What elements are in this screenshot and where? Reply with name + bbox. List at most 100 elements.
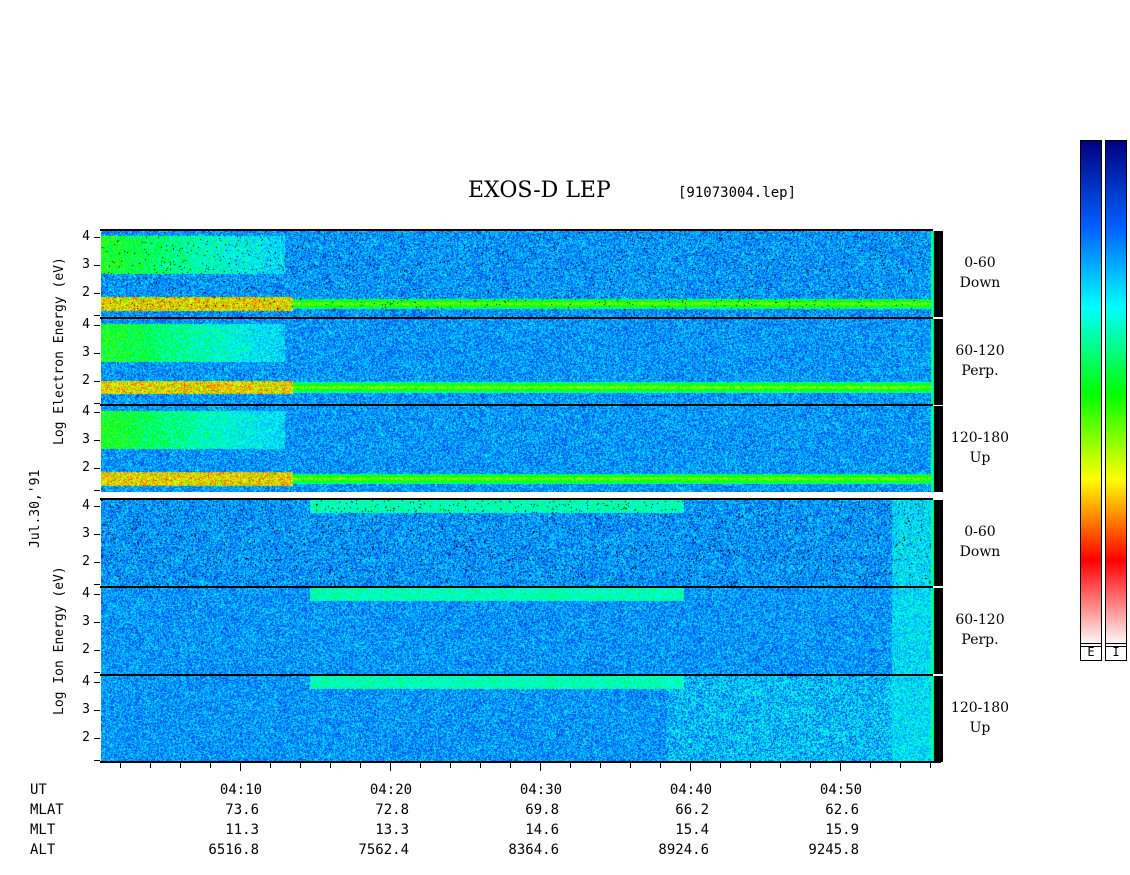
y-tick [94, 412, 100, 413]
x-tick [300, 763, 301, 768]
x-tick [690, 763, 691, 771]
x-tick [630, 763, 631, 768]
y-tick [94, 506, 100, 507]
y-tick-label: 3 [82, 702, 90, 717]
x-value-mlat: 72.8 [375, 802, 409, 818]
y-tick-label: 4 [82, 404, 90, 419]
y-tick [94, 490, 100, 491]
panel-separator [100, 586, 933, 588]
y-tick-label: 2 [82, 460, 90, 475]
y-tick [94, 738, 100, 739]
x-tick [270, 763, 271, 768]
pitch-range: 60-120 [955, 612, 1005, 628]
x-tick [840, 763, 841, 771]
x-tick [780, 763, 781, 768]
electron-y-axis-label: Log Electron Energy (eV) [52, 257, 67, 445]
x-value-mlt: 14.6 [525, 822, 559, 838]
x-tick [480, 763, 481, 768]
x-tick [420, 763, 421, 768]
panel-separator [100, 317, 933, 319]
pitch-direction: Perp. [961, 363, 999, 379]
x-tick [390, 763, 391, 771]
pitch-range: 0-60 [964, 524, 996, 540]
y-tick [94, 650, 100, 651]
spectrogram-panel-ion-3 [101, 676, 943, 762]
y-tick [94, 594, 100, 595]
x-tick-label-ut: 04:10 [219, 782, 263, 798]
y-tick-label: 3 [82, 257, 90, 272]
x-tick [120, 763, 121, 768]
x-tick [210, 763, 211, 768]
panel-separator [100, 229, 933, 231]
y-tick [94, 672, 100, 673]
y-tick [94, 584, 100, 585]
date-label: Jul.30,'91 [28, 469, 43, 548]
colorbar-electron [1080, 140, 1102, 647]
x-value-alt: 8364.6 [508, 842, 559, 858]
y-tick [94, 562, 100, 563]
x-value-mlt: 13.3 [375, 822, 409, 838]
panel-pitch-label: 0-60 Down [940, 522, 1020, 562]
x-tick [450, 763, 451, 768]
colorbar-ion [1105, 140, 1127, 647]
x-value-mlt: 15.4 [675, 822, 709, 838]
pitch-range: 120-180 [950, 700, 1010, 716]
y-tick-label: 4 [82, 586, 90, 601]
y-tick [94, 265, 100, 266]
x-value-mlat: 62.6 [825, 802, 859, 818]
y-tick-label: 4 [82, 229, 90, 244]
pitch-direction: Down [959, 275, 1001, 291]
x-tick [540, 763, 541, 771]
colorbar-electron-label: E [1080, 643, 1102, 661]
panel-separator [100, 498, 933, 500]
pitch-range: 60-120 [955, 343, 1005, 359]
x-tick [810, 763, 811, 768]
panel-pitch-label: 0-60 Down [940, 253, 1020, 293]
colorbar-ion-label: I [1105, 643, 1127, 661]
x-tick [870, 763, 871, 768]
row-label-ut: UT [30, 782, 47, 798]
x-tick [360, 763, 361, 768]
x-tick [570, 763, 571, 768]
spectrogram-panel-ion-2 [101, 588, 943, 674]
row-label-mlt: MLT [30, 822, 56, 838]
spectrogram-panel-electron-1 [101, 231, 943, 317]
x-value-alt: 9245.8 [808, 842, 859, 858]
y-tick [94, 381, 100, 382]
pitch-range: 0-60 [964, 255, 996, 271]
y-tick-label: 3 [82, 526, 90, 541]
x-tick-label-ut: 04:40 [669, 782, 713, 798]
pitch-direction: Perp. [961, 632, 999, 648]
y-tick [94, 315, 100, 316]
y-tick-label: 2 [82, 285, 90, 300]
x-tick [240, 763, 241, 771]
panel-separator [100, 674, 933, 676]
y-tick-label: 4 [82, 498, 90, 513]
pitch-direction: Up [969, 720, 991, 736]
y-tick [94, 353, 100, 354]
y-tick-label: 4 [82, 674, 90, 689]
spectrogram-panel-electron-2 [101, 319, 943, 405]
row-label-mlat: MLAT [30, 802, 64, 818]
pitch-direction: Down [959, 544, 1001, 560]
panel-separator [100, 404, 933, 406]
chart-title: EXOS-D LEP [468, 178, 611, 203]
x-tick-label-ut: 04:20 [369, 782, 413, 798]
panel-pitch-label: 60-120 Perp. [940, 341, 1020, 381]
y-tick [94, 760, 100, 761]
y-tick-label: 2 [82, 642, 90, 657]
y-tick [94, 710, 100, 711]
y-tick [94, 682, 100, 683]
y-tick-label: 2 [82, 554, 90, 569]
y-tick [94, 534, 100, 535]
spectrogram-panel-ion-1 [101, 500, 943, 586]
x-value-mlat: 73.6 [225, 802, 259, 818]
y-tick-label: 4 [82, 317, 90, 332]
panel-pitch-label: 120-180 Up [940, 428, 1020, 468]
x-value-mlt: 15.9 [825, 822, 859, 838]
y-tick [94, 293, 100, 294]
spectrogram-panel-electron-3 [101, 406, 943, 492]
x-tick [600, 763, 601, 768]
y-tick-label: 2 [82, 373, 90, 388]
y-tick [94, 468, 100, 469]
